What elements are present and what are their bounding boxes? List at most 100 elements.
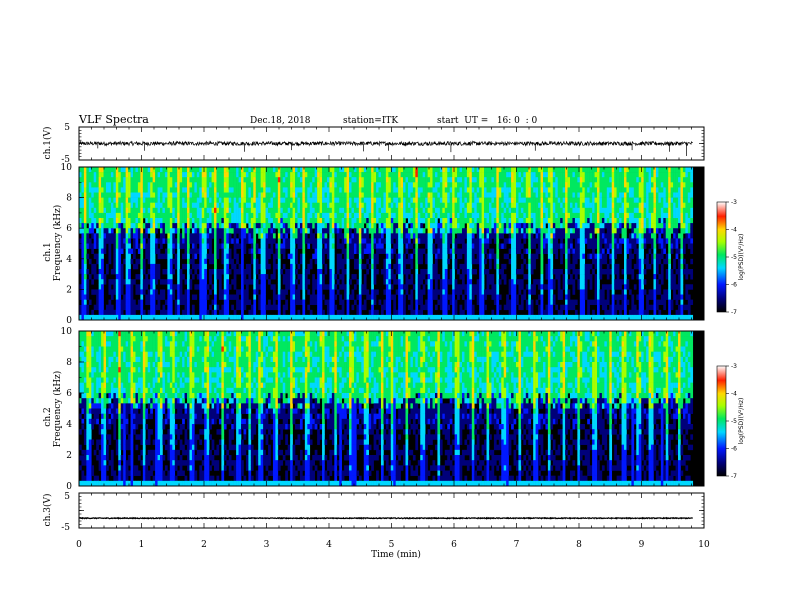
ch1-spectrogram-cell	[444, 212, 448, 219]
ch1-spectrogram-cell	[535, 248, 539, 254]
ch1-spectrogram-cell	[486, 233, 490, 239]
ch1-spectrogram-cell	[196, 274, 200, 280]
ch1-spectrogram-cell	[164, 192, 168, 198]
ch1-spectrogram-cell	[204, 207, 207, 214]
ch1-spectrogram-cell	[385, 212, 389, 219]
ch1-spectrogram-cell	[86, 167, 90, 173]
ch1-spectrogram-cell	[270, 182, 274, 188]
ch1-spectrogram-cell	[218, 207, 222, 214]
ch1-spectrogram-cell	[420, 207, 423, 214]
ch1-spectrogram-cell	[275, 197, 279, 203]
ch1-spectrogram-cell	[206, 243, 210, 249]
ch1-spectrogram-cell	[371, 182, 374, 188]
ch1-spectrogram-cell	[513, 218, 517, 224]
ch1-spectrogram-cell	[142, 177, 146, 183]
ch1-spectrogram-cell	[253, 192, 257, 198]
ch1-spectrogram-cell	[91, 228, 95, 234]
ch1-spectrogram-cell	[552, 243, 556, 249]
ch1-spectrogram-cell	[106, 172, 109, 178]
ch1-spectrogram-cell	[263, 253, 266, 260]
ch1-spectrogram-cell	[358, 218, 362, 224]
ch1-spectrogram-cell	[506, 304, 509, 311]
ch1-spectrogram-cell	[324, 269, 328, 275]
ch1-spectrogram-cell	[393, 248, 396, 254]
ch1-spectrogram-cell	[432, 263, 436, 270]
ch1-spectrogram-cell	[432, 207, 436, 214]
ch1-spectrogram-cell	[545, 197, 549, 203]
ch1-spectrogram-cell	[471, 187, 475, 193]
ch1-spectrogram-cell	[282, 202, 286, 209]
ch1-spectrogram-cell	[449, 187, 453, 193]
ch1-spectrogram-cell	[390, 218, 394, 224]
ch1-spectrogram-cell	[555, 167, 559, 173]
ch1-spectrogram-cell	[120, 314, 124, 321]
ch1-spectrogram-cell	[204, 172, 207, 178]
ch1-spectrogram-cell	[282, 207, 286, 214]
ch1-spectrogram-cell	[81, 263, 85, 270]
ch1-spectrogram-cell	[312, 243, 315, 249]
ch1-spectrogram-cell	[103, 274, 107, 280]
ch1-spectrogram-cell	[204, 187, 207, 193]
ch1-spectrogram-cell	[128, 243, 131, 249]
ch1-spectrogram-cell	[292, 233, 296, 239]
ch1-spectrogram-cell	[258, 314, 261, 321]
ch1-spectrogram-cell	[410, 182, 414, 188]
ch1-spectrogram-cell	[285, 212, 288, 219]
ch1-spectrogram-cell	[439, 207, 443, 214]
ch1-spectrogram-cell	[479, 304, 482, 311]
ch1-spectrogram-cell	[312, 294, 315, 300]
ch1-spectrogram-cell	[295, 207, 298, 214]
ch1-spectrogram-cell	[479, 243, 482, 249]
ch1-spectrogram-cell	[412, 182, 416, 188]
ch1-spectrogram-cell	[226, 238, 230, 244]
ch1-spectrogram-cell	[540, 304, 544, 311]
ch1-spectrogram-cell	[201, 289, 205, 295]
ch1-spectrogram-cell	[96, 238, 99, 244]
ch1-spectrogram-cell	[358, 207, 362, 214]
ch1-spectrogram-cell	[488, 263, 492, 270]
ch1-spectrogram-cell	[130, 207, 134, 214]
ch1-spectrogram-cell	[250, 192, 254, 198]
ch1-spectrogram-cell	[103, 197, 107, 203]
ch1-spectrogram-cell	[353, 172, 357, 178]
ch1-spectrogram-cell	[118, 202, 122, 209]
ch1-spectrogram-cell	[130, 223, 134, 229]
ch1-spectrogram-cell	[290, 202, 293, 209]
ch1-spectrogram-cell	[199, 299, 203, 305]
ch1-spectrogram-cell	[528, 167, 532, 173]
ch1-spectrogram-cell	[432, 172, 436, 178]
ch1-spectrogram-cell	[555, 248, 559, 254]
ch1-spectrogram-cell	[312, 197, 315, 203]
ch1-spectrogram-cell	[319, 289, 323, 295]
ch1-spectrogram-cell	[268, 192, 271, 198]
ch1-spectrogram-cell	[515, 182, 519, 188]
ch1-spectrogram-cell	[371, 233, 374, 239]
ch1-spectrogram-cell	[336, 269, 340, 275]
ch1-spectrogram-cell	[260, 263, 264, 270]
ch1-spectrogram-cell	[469, 218, 473, 224]
ch1-spectrogram-cell	[137, 177, 141, 183]
ch1-spectrogram-cell	[268, 304, 271, 311]
ch1-spectrogram-cell	[518, 182, 522, 188]
ch1-spectrogram-cell	[508, 228, 512, 234]
ch1-spectrogram-cell	[444, 314, 448, 321]
ch1-spectrogram-cell	[425, 243, 428, 249]
ch1-spectrogram-cell	[461, 207, 465, 214]
ch1-spectrogram-cell	[466, 238, 470, 244]
ch1-spectrogram-cell	[96, 243, 99, 249]
ch1-spectrogram-cell	[145, 202, 149, 209]
ch1-spectrogram-cell	[130, 258, 134, 265]
ch1-spectrogram-cell	[432, 233, 436, 239]
ch1-spectrogram-cell	[152, 187, 156, 193]
ch1-spectrogram-cell	[513, 212, 517, 219]
ch1-spectrogram-cell	[501, 218, 505, 224]
ch1-spectrogram-cell	[506, 182, 509, 188]
ch1-spectrogram-cell	[427, 279, 431, 285]
ch1-spectrogram-cell	[388, 238, 392, 244]
ch1-spectrogram-cell	[142, 182, 146, 188]
ch1-spectrogram-cell	[160, 187, 163, 193]
ch1-spectrogram-cell	[474, 182, 477, 188]
ch1-spectrogram-cell	[270, 172, 274, 178]
ch1-spectrogram-cell	[155, 294, 158, 300]
ch1-spectrogram-cell	[253, 258, 257, 265]
